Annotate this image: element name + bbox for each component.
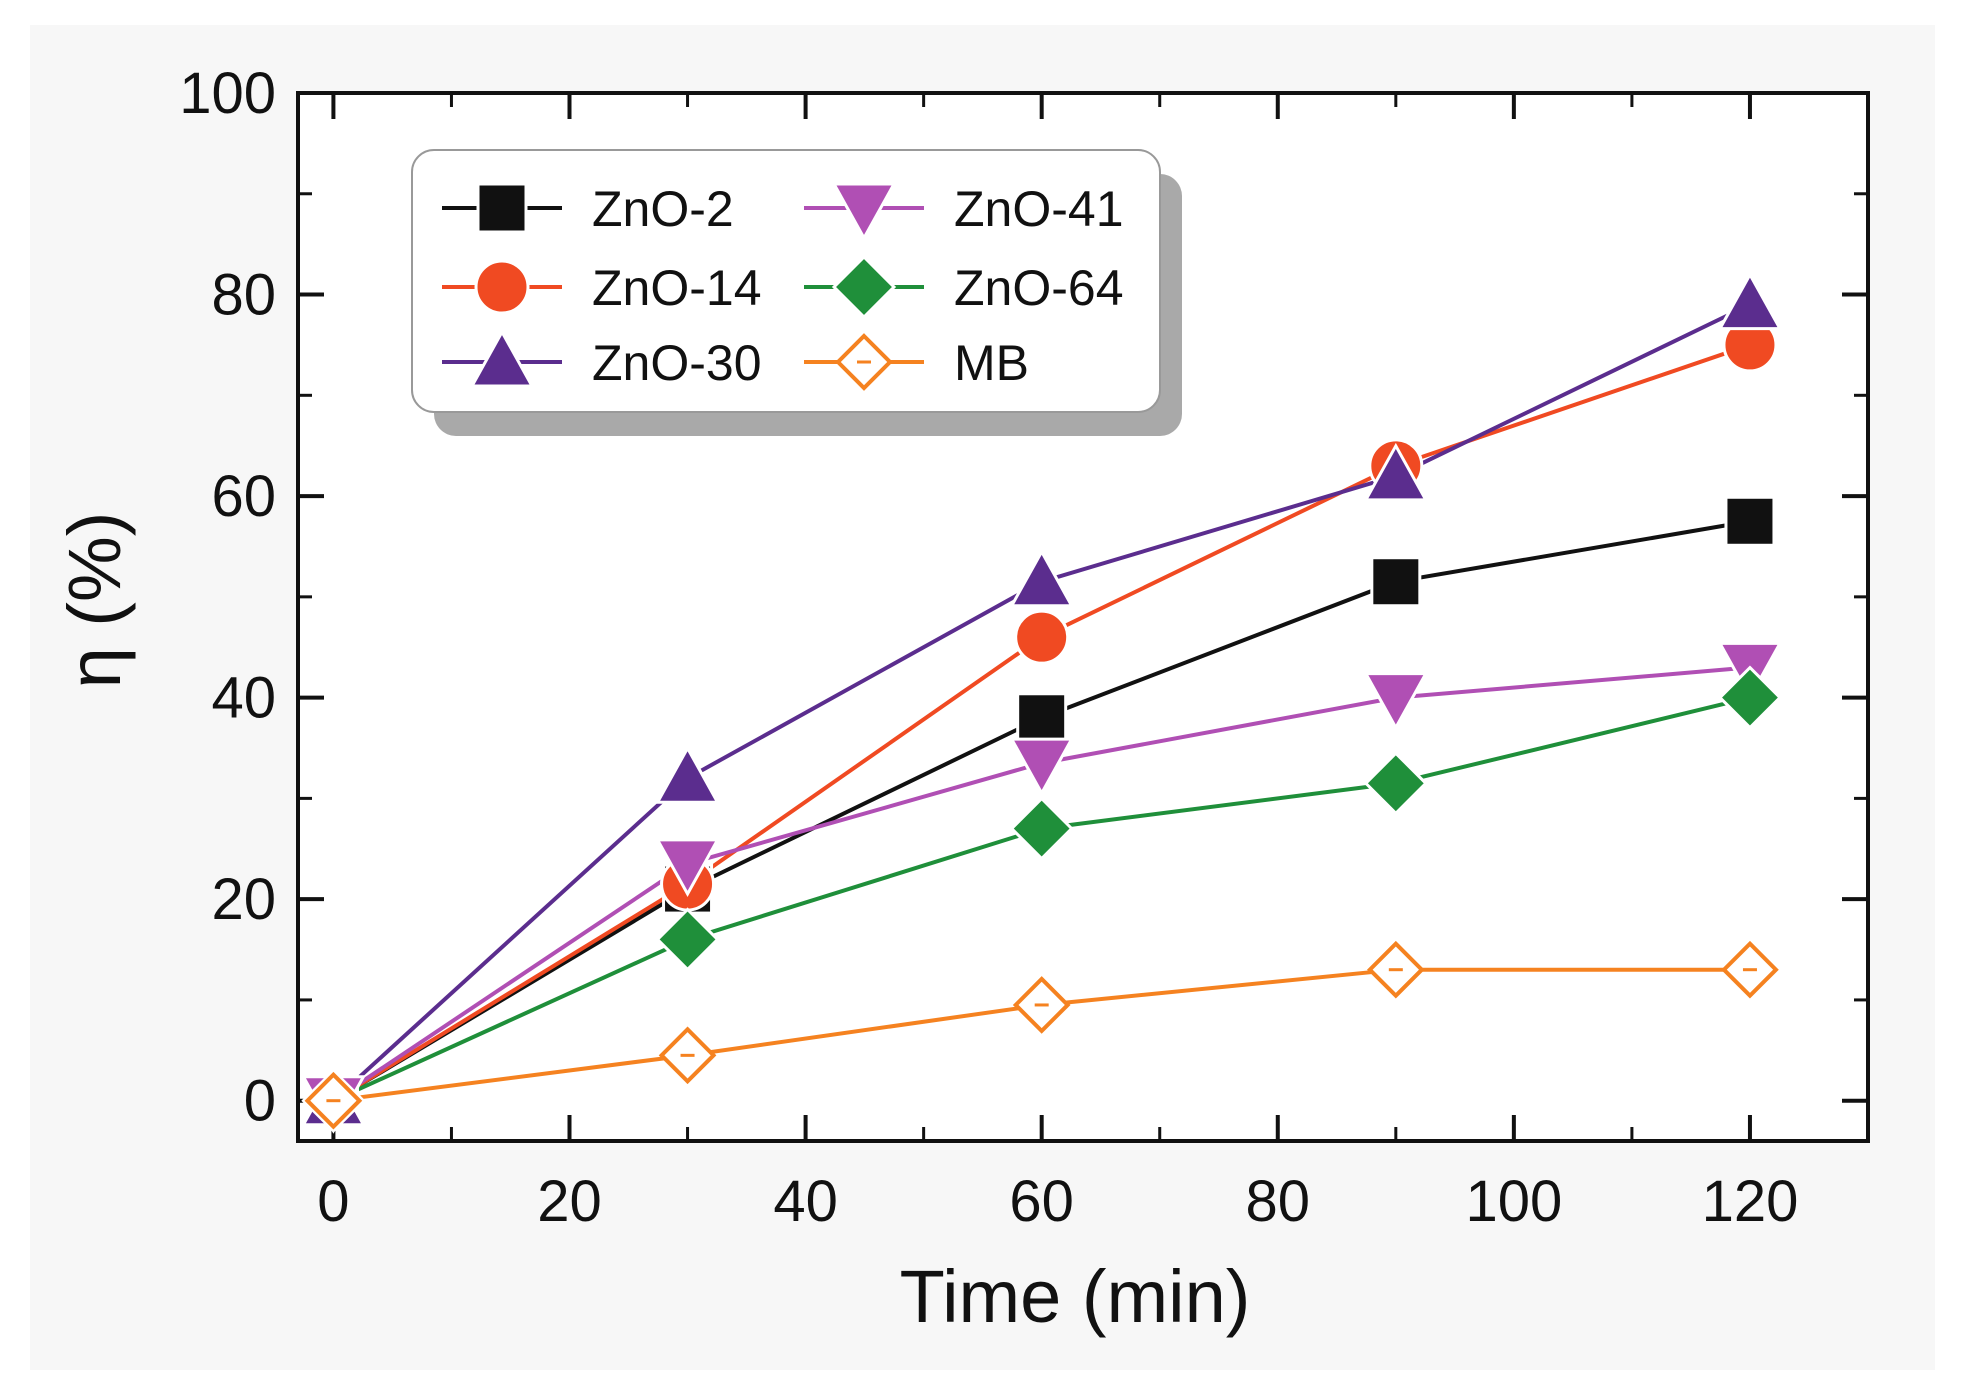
y-axis-title: η (%) (53, 512, 136, 689)
legend-label: ZnO-41 (954, 181, 1124, 237)
data-point (1009, 796, 1074, 861)
data-point (658, 1026, 717, 1085)
series-layer (300, 271, 1783, 1134)
y-tick-label: 20 (211, 867, 276, 932)
legend-entry: ZnO-14 (442, 259, 762, 316)
legend-marker (835, 333, 893, 391)
data-point (1363, 672, 1429, 731)
data-point (1009, 548, 1075, 608)
data-point (1724, 495, 1776, 547)
legend-label: ZnO-2 (592, 181, 734, 237)
legend-box (411, 149, 1161, 413)
data-point (1363, 442, 1429, 502)
data-point (1016, 692, 1068, 744)
data-point (1363, 751, 1428, 816)
legend-label: ZnO-14 (592, 260, 762, 316)
data-point (654, 745, 721, 804)
legend-marker (831, 254, 897, 320)
legend-marker (469, 328, 535, 388)
legend-marker (474, 259, 530, 315)
data-point (1012, 976, 1071, 1034)
data-point (1014, 609, 1070, 665)
y-tick-label: 100 (179, 61, 276, 126)
data-point (1370, 556, 1422, 608)
x-tick-label: 0 (317, 1169, 349, 1234)
data-point (304, 1071, 363, 1130)
legend-entry: ZnO-64 (804, 254, 1124, 320)
legend-entry: ZnO-2 (442, 181, 734, 237)
legend: ZnO-2 ZnO-14 ZnO-30 ZnO-41 ZnO-64 MB (411, 149, 1182, 436)
data-point (654, 838, 721, 897)
data-point (655, 907, 720, 972)
legend-entry: ZnO-30 (442, 328, 762, 391)
y-tick-label: 40 (211, 666, 276, 731)
data-point (1717, 271, 1783, 331)
legend-entry: MB (804, 333, 1029, 391)
legend-marker (831, 182, 897, 242)
legend-label: MB (954, 335, 1029, 391)
x-tick-label: 40 (773, 1169, 838, 1234)
data-point (1366, 940, 1425, 999)
y-tick-label: 60 (211, 464, 276, 529)
x-tick-label: 60 (1009, 1169, 1074, 1234)
legend-marker (476, 182, 528, 234)
data-point (1721, 940, 1779, 999)
y-tick-label: 0 (244, 1069, 276, 1134)
data-point (1717, 665, 1783, 730)
legend-label: ZnO-64 (954, 260, 1124, 316)
data-point (1009, 737, 1075, 797)
x-axis-title: Time (min) (900, 1255, 1251, 1338)
legend-label: ZnO-30 (592, 335, 762, 391)
x-tick-label: 100 (1465, 1169, 1562, 1234)
x-tick-label: 120 (1702, 1169, 1799, 1234)
y-tick-label: 80 (211, 263, 276, 328)
series-markers-ZnO-64 (301, 665, 1783, 1133)
x-tick-label: 80 (1246, 1169, 1311, 1234)
x-tick-label: 20 (537, 1169, 602, 1234)
axes: 0 20 40 60 80 100 120 0 20 40 60 80 100 (179, 61, 1868, 1234)
legend-entry: ZnO-41 (804, 181, 1124, 242)
series-markers-MB (304, 940, 1779, 1130)
